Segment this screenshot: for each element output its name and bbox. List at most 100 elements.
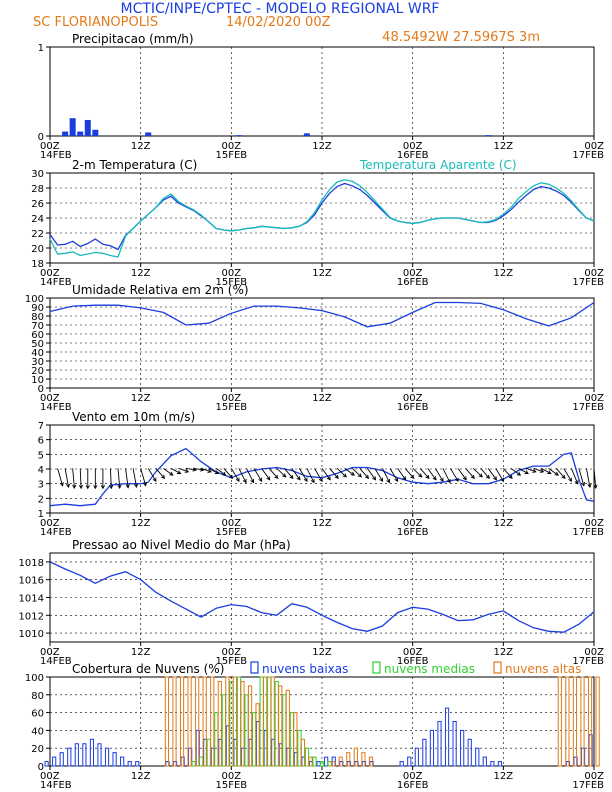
wind-vector-head (258, 477, 263, 483)
temp-title: 2-m Temperatura (C) (72, 158, 197, 172)
pressure-ytick-label: 1010 (19, 629, 44, 640)
cloud-bar-0 (429, 729, 435, 767)
precip-xtick-date: 16FEB (397, 150, 429, 161)
clouds-xtick-label: 00Z (40, 771, 60, 782)
wind-vector (163, 467, 173, 476)
legend-label-1: nuvens medias (384, 662, 475, 676)
wind-ytick-label: 7 (38, 421, 44, 432)
wind-vector (72, 468, 75, 489)
wind-vector-head (100, 485, 105, 490)
wind-vector-head (365, 474, 370, 480)
clouds-ytick-label: 0 (38, 762, 44, 773)
wind-vector-head (152, 477, 157, 483)
pressure-xtick-label: 00Z (40, 647, 60, 658)
wind-vector (125, 468, 129, 488)
pressure-ytick-label: 1012 (19, 611, 44, 622)
pressure-xtick-date: 14FEB (40, 656, 72, 667)
wind-vector-head (561, 474, 566, 480)
precip-bar (303, 133, 310, 136)
precip-xtick-label: 12Z (312, 141, 332, 152)
cloud-bar-1 (252, 712, 257, 767)
wind-xtick-label: 00Z (403, 518, 423, 529)
wind-vector (155, 468, 165, 479)
wind-vector (253, 468, 263, 482)
cloud-bar-1 (304, 747, 310, 767)
wind-vector (170, 467, 181, 474)
wind-vector (397, 468, 407, 481)
cloud-bar-1 (259, 676, 264, 767)
cloud-bar-2 (210, 676, 215, 767)
wind-vector-head (125, 484, 130, 489)
rh-ytick-label: 0 (38, 384, 44, 395)
wind-vector (117, 468, 121, 489)
wind-vector-head (418, 473, 423, 478)
cloud-bar-2 (331, 761, 336, 767)
temp-xtick-label: 00Z (584, 268, 604, 279)
wind-xtick-date: 15FEB (216, 527, 248, 538)
rh-xtick-label: 00Z (403, 393, 423, 404)
precip-bar (485, 135, 492, 136)
temp-series-1 (49, 179, 595, 258)
wind-vector (502, 468, 513, 479)
pressure-xtick-label: 00Z (222, 647, 242, 658)
cloud-bar-1 (274, 680, 279, 767)
pressure-xtick-label: 12Z (131, 647, 151, 658)
run-label: 14/02/2020 00Z (226, 15, 331, 30)
wind-xtick-label: 12Z (131, 518, 151, 529)
cloud-bar-0 (67, 747, 72, 767)
wind-vector (57, 468, 63, 486)
wind-xtick-label: 12Z (312, 518, 332, 529)
pressure-xtick-date: 17FEB (572, 656, 604, 667)
precip-xtick-label: 12Z (494, 141, 514, 152)
precip-bar (84, 119, 91, 136)
rh-ytick-label: 50 (31, 339, 44, 350)
precip-ytick-label: 0 (38, 132, 44, 143)
cloud-bar-0 (59, 752, 64, 767)
temp-legend-apparent: Temperatura Aparente (C) (359, 158, 517, 172)
cloud-bar-0 (82, 743, 87, 767)
cloud-bar-0 (437, 721, 442, 767)
wind-vector-head (432, 476, 437, 481)
wind-ytick-label: 3 (38, 480, 44, 491)
precip-xtick-date: 14FEB (40, 150, 72, 161)
wind-vector-head (303, 477, 308, 483)
rh-ytick-label: 60 (31, 330, 44, 341)
wind-vector-head (59, 482, 64, 487)
wind-vector-head (274, 474, 279, 480)
cloud-bar-1 (267, 676, 272, 767)
wind-vector (510, 467, 521, 476)
wind-vector-head (207, 468, 212, 473)
wind-vector-head (342, 473, 347, 478)
wind-vector (329, 468, 339, 479)
wind-vector (208, 467, 219, 474)
wind-vector-head (117, 484, 122, 489)
wind-ytick-label: 4 (38, 465, 44, 476)
clouds-ytick-label: 100 (25, 673, 44, 684)
cloud-bar-2 (202, 676, 207, 767)
clouds-xtick-date: 14FEB (40, 780, 72, 791)
cloud-bar-2 (187, 676, 192, 767)
pressure-xtick-date: 15FEB (216, 656, 248, 667)
wind-vector-head (266, 476, 271, 481)
cloud-bar-2 (565, 676, 570, 767)
clouds-ytick-label: 60 (31, 709, 44, 720)
cloud-bar-2 (368, 756, 374, 767)
cloud-bar-2 (255, 703, 260, 767)
wind-vector-head (508, 474, 513, 479)
rh-series-0 (49, 301, 595, 328)
clouds-title: Cobertura de Nuvens (%) (72, 662, 224, 676)
wind-vector-head (357, 473, 362, 478)
legend-swatch-2 (493, 661, 502, 674)
wind-vector (382, 468, 390, 483)
legend-label-0: nuvens baixas (262, 662, 348, 676)
wind-vector-head (439, 477, 444, 483)
rh-ytick-label: 80 (31, 312, 44, 323)
wind-vector (64, 468, 69, 488)
clouds-xtick-label: 00Z (584, 771, 604, 782)
cloud-bar-2 (595, 676, 600, 767)
wind-vector (291, 468, 301, 481)
precip-bar (77, 131, 84, 136)
